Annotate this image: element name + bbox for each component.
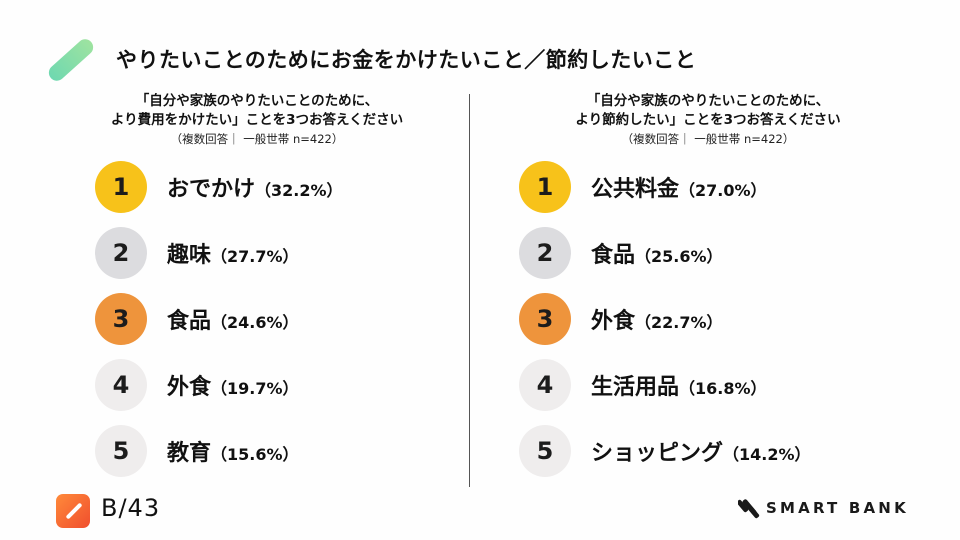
smartbank-logo-icon [738, 499, 760, 519]
rank-item-name: 外食 [591, 309, 636, 334]
rank-badge-2: 2 [95, 227, 147, 279]
rank-label: 教育（15.6%） [167, 435, 299, 467]
rank-item-name: 食品 [167, 309, 212, 334]
rank-percent: （15.6%） [211, 445, 299, 464]
rank-badge-5: 5 [95, 425, 147, 477]
rank-percent: （32.2%） [255, 181, 343, 200]
rank-badge-1: 1 [519, 161, 571, 213]
rank-badge-3: 3 [95, 293, 147, 345]
right-note: （複数回答｜ 一般世帯 n=422） [621, 132, 795, 146]
rank-percent: （22.7%） [635, 313, 723, 332]
rank-item-name: おでかけ [167, 177, 256, 202]
rank-item-name: 外食 [167, 375, 212, 400]
rank-label: ショッピング（14.2%） [591, 435, 811, 467]
rank-percent: （24.6%） [211, 313, 299, 332]
rank-badge-1: 1 [95, 161, 147, 213]
rank-label: 外食（22.7%） [591, 303, 723, 335]
rank-badge-5: 5 [519, 425, 571, 477]
rank-item-name: 教育 [167, 441, 212, 466]
rank-percent: （25.6%） [635, 247, 723, 266]
rank-percent: （16.8%） [679, 379, 767, 398]
rank-percent: （19.7%） [211, 379, 299, 398]
right-question-line2: より節約したい」ことを3つお答えください [575, 112, 841, 128]
rank-badge-4: 4 [519, 359, 571, 411]
rank-percent: （27.0%） [679, 181, 767, 200]
rank-percent: （14.2%） [723, 445, 811, 464]
left-question-line1: 「自分や家族のやりたいことのために、 [135, 93, 379, 109]
app-name: B/43 [101, 494, 161, 522]
left-question: 「自分や家族のやりたいことのために、 より費用をかけたい」ことを3つお答えくださ… [47, 92, 467, 130]
rank-label: 食品（25.6%） [591, 237, 723, 269]
rank-label: おでかけ（32.2%） [167, 171, 343, 203]
brand-name: SMART BANK [766, 499, 909, 517]
rank-badge-2: 2 [519, 227, 571, 279]
left-panel-spend-more: 「自分や家族のやりたいことのために、 より費用をかけたい」ことを3つお答えくださ… [47, 92, 467, 477]
rank-label: 食品（24.6%） [167, 303, 299, 335]
rank-item-name: 公共料金 [591, 177, 680, 202]
rank-item-name: ショッピング [591, 441, 724, 466]
rank-label: 趣味（27.7%） [167, 237, 299, 269]
accent-slash-icon [45, 35, 97, 85]
b43-app-icon [56, 494, 90, 528]
rank-item-name: 生活用品 [591, 375, 680, 400]
left-question-line2: より費用をかけたい」ことを3つお答えください [110, 112, 404, 128]
rank-label: 外食（19.7%） [167, 369, 299, 401]
left-note: （複数回答｜ 一般世帯 n=422） [170, 132, 344, 146]
rank-badge-4: 4 [95, 359, 147, 411]
right-panel-save-more: 「自分や家族のやりたいことのために、 より節約したい」ことを3つお答えください … [498, 92, 918, 477]
right-question-line1: 「自分や家族のやりたいことのために、 [586, 93, 830, 109]
rank-item-name: 趣味 [167, 243, 212, 268]
page-title: やりたいことのためにお金をかけたいこと／節約したいこと [116, 48, 697, 72]
rank-item-name: 食品 [591, 243, 636, 268]
column-divider [469, 94, 470, 487]
rank-badge-3: 3 [519, 293, 571, 345]
rank-label: 生活用品（16.8%） [591, 369, 767, 401]
right-question: 「自分や家族のやりたいことのために、 より節約したい」ことを3つお答えください [498, 92, 918, 130]
rank-label: 公共料金（27.0%） [591, 171, 767, 203]
rank-percent: （27.7%） [211, 247, 299, 266]
